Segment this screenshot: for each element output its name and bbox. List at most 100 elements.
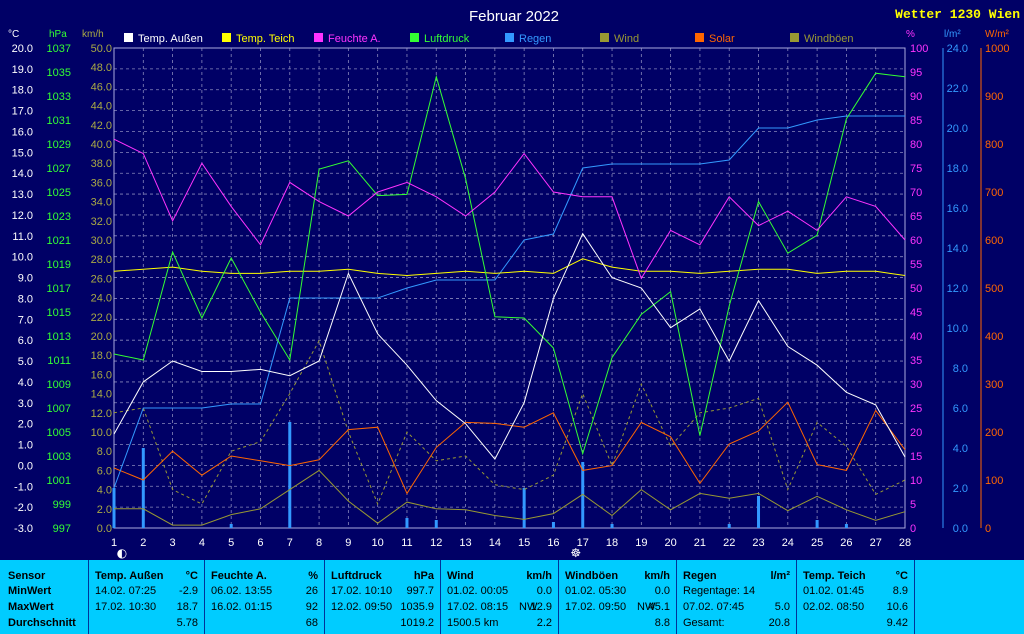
- temp-teich-column: Temp. Teich °C 01.02. 01:45 8.9 02.02. 0…: [796, 560, 914, 634]
- legend-swatch: [314, 33, 323, 42]
- avg-label: Durchschnitt: [8, 617, 76, 629]
- tick-label-pct: 5: [910, 499, 916, 511]
- x-tick-label: 11: [401, 537, 412, 549]
- rain-bar: [434, 520, 438, 528]
- x-tick-label: 18: [606, 537, 618, 549]
- tick-label-temp: 14.0: [12, 168, 33, 180]
- tick-label-solar: 300: [985, 379, 1003, 391]
- tick-label-hpa: 999: [53, 499, 71, 511]
- tick-label-kmh: 8.0: [97, 446, 112, 458]
- weather-chart: Februar 2022 Wetter 1230 Wien Temp. Auße…: [8, 7, 1020, 560]
- tick-label-kmh: 48.0: [91, 62, 112, 74]
- tick-label-temp: 20.0: [12, 43, 33, 55]
- tick-label-kmh: 34.0: [91, 197, 112, 209]
- tick-label-rain: 0.0: [953, 523, 968, 535]
- tick-label-kmh: 24.0: [91, 293, 112, 305]
- x-tick-label: 6: [257, 537, 263, 549]
- x-tick-label: 9: [345, 537, 351, 549]
- tick-label-rain: 6.0: [953, 403, 968, 415]
- series-line-6: [113, 401, 906, 495]
- tick-label-hpa: 1005: [47, 427, 71, 439]
- feuchte-min-val: 26: [305, 585, 318, 597]
- tick-label-rain: 24.0: [947, 43, 968, 55]
- tick-label-kmh: 2.0: [97, 504, 112, 516]
- tick-label-pct: 25: [910, 403, 922, 415]
- feuchte-column: Feuchte A. % 06.02. 13:55 26 16.02. 01:1…: [204, 560, 324, 634]
- x-tick-label: 25: [811, 537, 823, 549]
- regen-days: Regentage: 14: [683, 585, 756, 597]
- tick-label-pct: 75: [910, 163, 922, 175]
- windboeen-column: Windböen km/h 01.02. 05:30 0.0 17.02. 09…: [558, 560, 676, 634]
- x-tick-label: 14: [489, 537, 501, 549]
- tick-label-pct: 30: [910, 379, 922, 391]
- tick-label-kmh: 14.0: [91, 389, 112, 401]
- x-tick-label: 8: [316, 537, 322, 549]
- rain-bar: [844, 524, 848, 528]
- tick-label-temp: -3.0: [14, 523, 33, 535]
- tick-label-temp: 17.0: [12, 106, 33, 118]
- legend-label: Regen: [519, 33, 551, 45]
- x-tick-label: 2: [140, 537, 146, 549]
- temp-aussen-column: Temp. Außen °C 14.02. 07:25 -2.9 17.02. …: [88, 560, 204, 634]
- tick-label-pct: 100: [910, 43, 928, 55]
- tick-label-hpa: 1033: [47, 91, 71, 103]
- tick-label-pct: 50: [910, 283, 922, 295]
- legend-swatch: [695, 33, 704, 42]
- tick-label-solar: 100: [985, 475, 1003, 487]
- luftdruck-min-val: 997.7: [406, 585, 434, 597]
- plot-frame: [113, 47, 906, 529]
- wind-min-date: 01.02. 00:05: [447, 585, 509, 597]
- tick-label-hpa: 1011: [47, 355, 71, 367]
- tick-label-pct: 0: [910, 523, 916, 535]
- tick-label-temp: 2.0: [18, 419, 33, 431]
- regen-max-date: 07.02. 07:45: [683, 601, 745, 613]
- temp-teich-header: Temp. Teich: [803, 570, 866, 582]
- x-tick-label: 15: [518, 537, 530, 549]
- tick-label-pct: 40: [910, 331, 922, 343]
- legend-label: Luftdruck: [424, 33, 470, 45]
- tick-label-hpa: 1015: [47, 307, 71, 319]
- regen-unit: l/m²: [770, 570, 790, 582]
- tick-label-rain: 2.0: [953, 483, 968, 495]
- axis-unit-pct: %: [906, 29, 915, 40]
- tick-label-kmh: 26.0: [91, 273, 112, 285]
- rain-bar: [405, 518, 409, 528]
- tick-label-solar: 800: [985, 139, 1003, 151]
- tick-label-rain: 10.0: [947, 323, 968, 335]
- sensor-column: Sensor MinWert MaxWert Durchschnitt: [0, 560, 88, 634]
- tick-label-pct: 95: [910, 67, 922, 79]
- temp-aussen-unit: °C: [185, 570, 198, 582]
- x-tick-label: 21: [694, 537, 706, 549]
- luftdruck-max-val: 1035.9: [400, 601, 434, 613]
- tick-label-kmh: 12.0: [91, 408, 112, 420]
- legend-swatch: [505, 33, 514, 42]
- axis-unit-kmh: km/h: [82, 29, 104, 40]
- rain-bar: [727, 524, 731, 528]
- axis-ticks: -3.0 -2.0 -1.0 0.0 1.0 2.0 3.0 4.0 5.0 6.0 7.0 8.0 9…: [12, 43, 1010, 549]
- tick-label-kmh: 18.0: [91, 350, 112, 362]
- tick-label-temp: 7.0: [18, 314, 33, 326]
- temp-teich-max-val: 10.6: [886, 601, 908, 613]
- sensor-header: Sensor: [8, 570, 46, 582]
- x-tick-label: 23: [752, 537, 764, 549]
- tick-label-temp: 12.0: [12, 210, 33, 222]
- axis-unit-temp: °C: [8, 29, 19, 40]
- series-line-4: [113, 115, 905, 489]
- windboeen-header: Windböen: [565, 570, 619, 582]
- series-line-3: [113, 72, 906, 456]
- tick-label-kmh: 6.0: [97, 465, 112, 477]
- luftdruck-column: Luftdruck hPa 17.02. 10:10 997.7 12.02. …: [324, 560, 440, 634]
- data-series: [113, 72, 906, 526]
- windboeen-avg: 8.8: [654, 617, 670, 629]
- empty-column: [914, 560, 1024, 634]
- legend: Temp. Außen Temp. Teich Feuchte A. Luftdruc…: [124, 33, 854, 45]
- rain-bar: [551, 522, 555, 528]
- feuchte-unit: %: [308, 570, 318, 582]
- x-tick-label: 22: [723, 537, 735, 549]
- tick-label-pct: 85: [910, 115, 922, 127]
- tick-label-hpa: 1037: [47, 43, 71, 55]
- tick-label-pct: 20: [910, 427, 922, 439]
- max-label: MaxWert: [8, 601, 54, 613]
- tick-label-pct: 60: [910, 235, 922, 247]
- series-line-7: [113, 339, 906, 506]
